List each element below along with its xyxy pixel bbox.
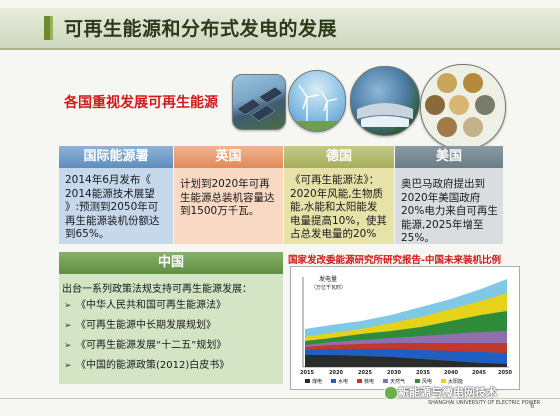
column-body-uk: 计划到2020年可再 生能源总装机容量达 到1500万千瓦。	[174, 168, 283, 244]
china-policy-list: ➢ 《中华人民共和国可再生能源法》 ➢ 《可再生能源中长期发展规划》 ➢ 《可再生能源…	[64, 296, 229, 376]
column-body-iea: 2014年6月发布《 2014能源技术展望 》:预测到2050年可 再生能源装机…	[59, 168, 173, 244]
x-tick-label: 2045	[472, 370, 486, 376]
column-line: 生能源总装机容量达	[180, 191, 275, 204]
legend-swatch-gas	[383, 379, 388, 383]
column-line: 奥巴马政府提出到	[401, 178, 485, 190]
legend-label: 风电	[422, 378, 432, 385]
column-line: 占总发电量的20%	[290, 228, 377, 240]
solar-panels-image	[232, 74, 286, 130]
column-line: 2020年美国政府	[401, 191, 481, 204]
slide-subtitle: 各国重视发展可再生能源	[64, 95, 218, 111]
arrow-bullet-icon: ➢	[64, 301, 72, 311]
legend-label: 水电	[338, 378, 348, 385]
column-line: 20%电力来自可再生	[401, 205, 498, 217]
column-header-uk: 英国	[174, 146, 283, 168]
arrow-bullet-icon: ➢	[64, 361, 72, 371]
arrow-bullet-icon: ➢	[64, 341, 72, 351]
column-line: 能,水能和太阳能发	[290, 201, 378, 213]
legend-swatch-coal	[305, 379, 310, 383]
list-item: ➢ 《中华人民共和国可再生能源法》	[64, 296, 229, 316]
legend-swatch-nuclear	[357, 379, 362, 383]
arrow-bullet-icon: ➢	[64, 321, 72, 331]
capacity-chart: 发电量 （万亿千瓦时） 2015 2020 2025 2030 2035 204…	[290, 266, 520, 390]
column-header-iea: 国际能源署	[59, 146, 173, 168]
china-header: 中国	[59, 252, 283, 274]
title-accent-bar	[44, 16, 50, 40]
x-tick-label: 2050	[498, 370, 512, 376]
legend-swatch-solar	[441, 379, 446, 383]
wechat-logo-icon	[384, 386, 398, 400]
column-line: 2014年6月发布《	[65, 174, 151, 186]
policy-label: 《可再生能源发展“十二五”规划》	[76, 340, 227, 351]
column-header-germany: 德国	[284, 146, 394, 168]
wind-turbines-image	[288, 70, 346, 132]
column-line: 计划到2020年可再	[180, 178, 270, 190]
legend-swatch-hydro	[331, 379, 336, 383]
watermark-text: 新能源与微电网技术	[398, 386, 497, 399]
title-bar	[0, 8, 560, 50]
column-line: 》:预测到2050年可	[65, 201, 159, 213]
university-name: SHANGHAI UNIVERSITY OF ELECTRIC POWER	[428, 400, 541, 406]
area-coal	[305, 355, 507, 367]
hydro-dam-image	[350, 66, 420, 136]
column-line: 2014能源技术展望	[65, 187, 155, 200]
x-tick-label: 2020	[329, 370, 343, 376]
policy-label: 《可再生能源中长期发展规划》	[76, 320, 216, 331]
x-tick-label: 2035	[416, 370, 430, 376]
legend-label: 太阳能	[448, 378, 463, 385]
list-item: ➢ 《可再生能源发展“十二五”规划》	[64, 336, 229, 356]
column-line: 2020年风能,生物质	[290, 187, 384, 200]
title-accent-bar-light	[50, 16, 53, 40]
list-item: ➢ 《可再生能源中长期发展规划》	[64, 316, 229, 336]
column-line: 到1500万千瓦。	[180, 205, 260, 217]
column-line: 电量提高10%，使其	[290, 214, 387, 227]
china-policy-box	[59, 274, 283, 384]
column-line: 能源,2025年增至	[401, 218, 484, 231]
policy-label: 《中华人民共和国可再生能源法》	[76, 300, 226, 311]
column-line: 到65%。	[65, 228, 110, 240]
column-line: 25%。	[401, 232, 435, 244]
chart-title: 国家发改委能源研究所研究报告-中国未来装机比例	[288, 255, 501, 266]
chart-ylabel: 发电量	[319, 275, 337, 283]
slide-title: 可再生能源和分布式发电的发展	[64, 18, 338, 40]
footer-divider	[0, 398, 560, 399]
capacity-chart-svg: 发电量 （万亿千瓦时） 2015 2020 2025 2030 2035 204…	[300, 275, 512, 385]
legend-label: 核电	[364, 378, 374, 385]
chart-ylabel-unit: （万亿千瓦时）	[311, 284, 346, 291]
list-item: ➢ 《中国的能源政策(2012)白皮书》	[64, 356, 229, 376]
column-header-usa: 美国	[395, 146, 503, 168]
china-intro: 出台一系列政策法规支持可再生能源发展：	[62, 284, 252, 295]
legend-label: 煤电	[312, 378, 322, 385]
x-tick-label: 2015	[300, 370, 314, 376]
legend-swatch-wind	[415, 379, 420, 383]
legend-label: 天然气	[390, 378, 405, 385]
column-line: 《可再生能源法》：	[290, 174, 380, 186]
column-body-germany: 《可再生能源法》： 2020年风能,生物质 能,水能和太阳能发 电量提高10%，…	[284, 168, 394, 244]
x-tick-label: 2025	[358, 370, 372, 376]
column-body-usa: 奥巴马政府提出到 2020年美国政府 20%电力来自可再生 能源,2025年增至…	[395, 168, 503, 244]
page-number: 6	[530, 402, 535, 410]
x-tick-label: 2040	[444, 370, 458, 376]
x-tick-label: 2030	[387, 370, 401, 376]
biomass-samples-image	[420, 64, 506, 150]
policy-label: 《中国的能源政策(2012)白皮书》	[76, 360, 230, 371]
column-line: 再生能源装机份额达	[65, 214, 160, 227]
